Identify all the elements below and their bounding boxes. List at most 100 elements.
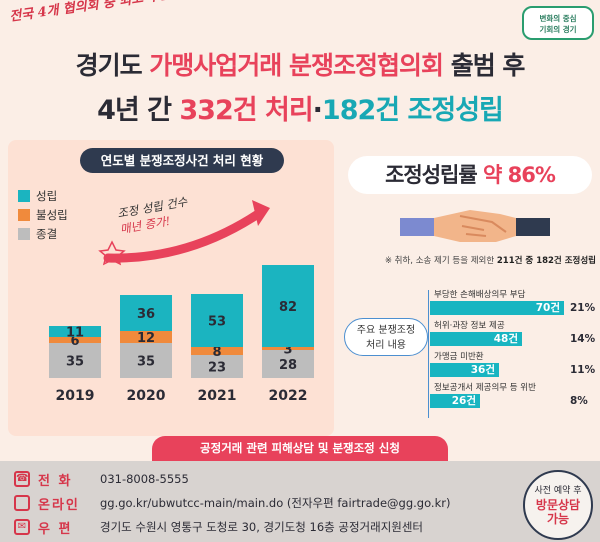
- topics-bracket: [428, 290, 434, 418]
- topic-item: 부당한 손해배상의무 부담 70건 21%: [430, 288, 598, 319]
- logo-line1: 변화의 중심: [539, 14, 577, 23]
- legend-label: 불성립: [36, 207, 68, 222]
- topic-item: 가맹금 미반환 36건 11%: [430, 350, 598, 381]
- topic-percent: 14%: [570, 333, 596, 345]
- handshake-icon: [400, 210, 550, 242]
- bar-segment: [49, 343, 101, 378]
- topic-percent: 21%: [570, 302, 596, 314]
- topic-item: 정보공개서 제공의무 등 위반 26건 8%: [430, 381, 598, 412]
- topic-count: 26건: [451, 395, 476, 407]
- x-tick-label: 2019: [56, 388, 95, 404]
- trend-arrow: [103, 209, 263, 263]
- bar-segment: [49, 337, 101, 343]
- footnote-text: ※ 취하, 소송 제기 등을 제외한: [384, 256, 497, 266]
- topic-bar: [430, 301, 564, 315]
- bar-segment: [262, 350, 314, 378]
- bar-segment: [191, 294, 243, 347]
- x-tick-label: 2022: [269, 388, 308, 404]
- data-label: 28: [279, 358, 297, 373]
- page-title-line2: 4년 간 332건 처리·182건 조정성립: [0, 88, 600, 127]
- bar-segment: [120, 331, 172, 343]
- topic-name: 정보공개서 제공의무 등 위반: [434, 383, 536, 393]
- topics-label: 주요 분쟁조정 처리 내용: [344, 318, 428, 356]
- topics-label-line1: 주요 분쟁조정: [356, 325, 416, 336]
- topic-name: 부당한 손해배상의무 부담: [434, 290, 526, 300]
- envelope-icon: ✉: [14, 519, 30, 535]
- topic-bar: [430, 332, 522, 346]
- badge-line1: 사전 예약 후: [534, 486, 582, 496]
- settlement-rate-box: 조정성립률 약 86%: [348, 156, 592, 194]
- data-label: 35: [66, 355, 84, 370]
- rate-footnote: ※ 취하, 소송 제기 등을 제외한 211건 중 182건 조정성립: [360, 254, 596, 266]
- legend-item-failed: 불성립: [18, 205, 68, 224]
- title-highlight-total: 332건 처리: [179, 95, 313, 126]
- data-label: 8: [212, 345, 221, 360]
- topic-count: 48건: [493, 333, 518, 345]
- topics-label-line2: 처리 내용: [366, 340, 406, 351]
- trend-arrow-head: [252, 200, 270, 226]
- topic-count: 70건: [535, 302, 560, 314]
- data-label: 11: [66, 326, 84, 341]
- logo-line2: 기회의 경기: [539, 25, 577, 34]
- legend-swatch: [18, 189, 30, 202]
- mail-address: 경기도 수원시 영통구 도청로 30, 경기도청 16층 공정거래지원센터: [100, 520, 424, 534]
- rate-value: 약 86%: [483, 163, 556, 187]
- data-label: 3: [283, 343, 292, 358]
- bar-segment: [120, 295, 172, 331]
- data-label: 12: [137, 331, 155, 346]
- title-segment: 경기도: [75, 51, 150, 80]
- title-segment: 출범 후: [443, 51, 526, 80]
- topic-percent: 11%: [570, 364, 596, 376]
- contact-section: ☎ 전 화 031-8008-5555 온라인 gg.go.kr/ubwutcc…: [0, 461, 600, 542]
- chart-title: 연도별 분쟁조정사건 처리 현황: [80, 148, 284, 173]
- legend-swatch: [18, 227, 30, 240]
- badge-line2: 방문상담: [535, 498, 581, 512]
- data-label: 53: [208, 315, 226, 330]
- phone-icon: ☎: [14, 471, 30, 487]
- title-highlight-settled: 182건 조정성립: [321, 95, 504, 126]
- topic-name: 허위·과장 정보 제공: [434, 321, 505, 331]
- badge-line3: 가능: [546, 512, 570, 526]
- page-title-line1: 경기도 가맹사업거래 분쟁조정협의회 출범 후: [0, 46, 600, 82]
- legend-label: 성립: [36, 188, 58, 203]
- topic-bar: [430, 394, 480, 408]
- data-label: 23: [208, 361, 226, 376]
- data-label: 82: [279, 300, 297, 315]
- footnote-emphasis: 211건 중 182건 조정성립: [496, 256, 596, 266]
- contact-row-mail: ✉ 우 편 경기도 수원시 영통구 도청로 30, 경기도청 16층 공정거래지…: [14, 515, 423, 539]
- bar-segment: [262, 347, 314, 350]
- data-label: 36: [137, 307, 155, 322]
- legend-item-settled: 성립: [18, 186, 68, 205]
- bar-segment: [191, 347, 243, 355]
- x-tick-label: 2020: [127, 388, 166, 404]
- bar-segment: [262, 265, 314, 347]
- topic-count: 36건: [470, 364, 495, 376]
- topics-list: 부당한 손해배상의무 부담 70건 21% 허위·과장 정보 제공 48건 14% 가맹금 …: [430, 288, 598, 412]
- contact-row-phone: ☎ 전 화 031-8008-5555: [14, 467, 189, 491]
- apply-title: 공정거래 관련 피해상담 및 분쟁조정 신청: [152, 436, 448, 461]
- bar-segment: [191, 355, 243, 378]
- legend-label: 종결: [36, 226, 58, 241]
- topic-bar: [430, 363, 499, 377]
- tagline: 전국 4개 협의회 중 최고 수준!: [8, 0, 178, 25]
- title-highlight: 가맹사업거래 분쟁조정협의회: [149, 51, 444, 80]
- star-icon: [98, 240, 126, 266]
- data-label: 6: [70, 334, 79, 349]
- online-label: 온라인: [38, 497, 80, 513]
- title-separator: ·: [312, 95, 323, 126]
- monitor-icon: [14, 495, 30, 511]
- data-label: 35: [137, 355, 155, 370]
- visit-consult-badge: 사전 예약 후 방문상담 가능: [523, 470, 593, 540]
- legend-swatch: [18, 208, 30, 221]
- gyeonggi-logo: 변화의 중심 기회의 경기: [522, 6, 594, 40]
- topic-name: 가맹금 미반환: [434, 352, 484, 362]
- topic-item: 허위·과장 정보 제공 48건 14%: [430, 319, 598, 350]
- contact-row-online: 온라인 gg.go.kr/ubwutcc-main/main.do (전자우편 …: [14, 491, 450, 515]
- phone-number[interactable]: 031-8008-5555: [100, 472, 189, 486]
- legend-item-closed: 종결: [18, 224, 68, 243]
- chart-legend: 성립 불성립 종결: [18, 186, 68, 243]
- phone-label: 전 화: [38, 473, 73, 489]
- online-link[interactable]: gg.go.kr/ubwutcc-main/main.do (전자우편 fair…: [100, 496, 451, 510]
- stacked-bar-chart: 35 611 2019 35 12 36 2020 238 53 2021 283 82 2022: [49, 200, 314, 404]
- bar-segment: [49, 326, 101, 337]
